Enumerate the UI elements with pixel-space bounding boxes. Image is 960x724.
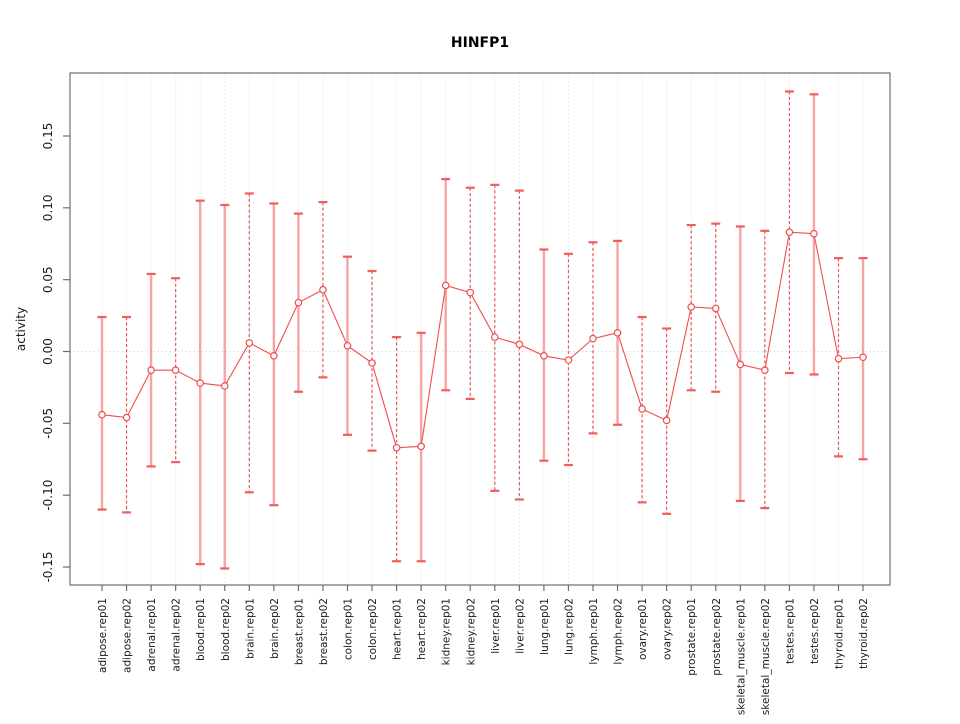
error-bar	[588, 241, 598, 435]
x-tick-label: adrenal.rep02	[171, 598, 183, 672]
x-tick-label: blood.rep02	[220, 598, 232, 661]
x-tick-label: adipose.rep02	[122, 598, 134, 673]
x-tick-label: blood.rep01	[195, 598, 207, 661]
data-point	[785, 228, 794, 237]
error-bar	[367, 269, 377, 452]
data-point	[343, 341, 352, 350]
x-tick-label: testes.rep02	[809, 598, 821, 664]
data-point	[294, 298, 303, 307]
data-point	[171, 366, 180, 374]
series-line	[101, 231, 864, 449]
data-point	[662, 416, 671, 425]
x-tick-label: adipose.rep01	[97, 598, 109, 673]
y-tick-label: 0.10	[41, 194, 55, 221]
x-tick-label: lung.rep02	[563, 598, 575, 655]
data-point	[466, 288, 475, 297]
error-bar	[244, 192, 254, 494]
data-point	[98, 410, 106, 419]
data-point	[122, 413, 131, 422]
x-tick-label: breast.rep02	[318, 598, 330, 665]
data-point	[196, 379, 205, 387]
x-tick-label: lung.rep01	[539, 598, 551, 655]
x-tick-label: ovary.rep02	[662, 598, 674, 660]
error-bar	[514, 189, 524, 501]
x-tick-label: heart.rep02	[416, 598, 428, 660]
plot-title: HINFP1	[451, 35, 509, 51]
plot-frame	[69, 72, 891, 586]
data-point	[540, 352, 548, 360]
data-point	[687, 303, 696, 311]
x-tick-label: skeletal_muscle.rep02	[760, 598, 772, 715]
x-tick-label: lymph.rep01	[588, 598, 600, 665]
x-tick-label: kidney.rep01	[441, 598, 453, 665]
x-tick-label: brain.rep01	[244, 598, 256, 659]
data-point	[564, 356, 573, 364]
data-point	[392, 443, 401, 452]
error-bar	[711, 222, 721, 393]
data-point	[859, 353, 867, 362]
y-axis-label: activity	[14, 307, 28, 351]
y-tick-label: 0.05	[41, 266, 55, 293]
data-point	[834, 354, 843, 363]
data-point	[589, 334, 597, 343]
x-tick-label: thyroid.rep02	[858, 598, 870, 669]
x-tick-label: liver.rep02	[514, 598, 526, 654]
y-tick-label: 0.00	[41, 338, 55, 365]
x-tick-label: heart.rep01	[392, 598, 404, 660]
axis-layer: 0.15 0.10 0.05 0.00 -0.05 -0.10 -0.15 adipose.r…	[41, 72, 891, 715]
error-bar	[760, 229, 770, 510]
y-tick-label: -0.05	[41, 408, 55, 439]
data-point	[245, 339, 254, 347]
data-point	[711, 304, 720, 313]
y-tick-label: 0.15	[41, 123, 55, 150]
data-point	[319, 285, 327, 294]
x-tick-label: colon.rep02	[367, 598, 379, 660]
data-point	[147, 366, 155, 374]
x-tick-label: ovary.rep01	[637, 598, 649, 660]
error-bar	[392, 336, 402, 563]
x-tick-label: prostate.rep01	[686, 598, 698, 676]
x-tick-label: adrenal.rep01	[146, 598, 158, 672]
x-tick-label: liver.rep01	[490, 598, 502, 654]
x-tick-label: colon.rep01	[343, 598, 355, 660]
data-point	[810, 229, 818, 238]
data-point	[761, 366, 769, 374]
data-point	[270, 352, 278, 360]
data-point	[736, 360, 745, 369]
x-tick-label: lymph.rep02	[613, 598, 625, 665]
data-point	[441, 281, 450, 290]
x-tick-label: kidney.rep02	[465, 598, 477, 665]
data-point	[515, 340, 524, 349]
x-tick-label: prostate.rep02	[711, 598, 723, 676]
data-point	[613, 329, 622, 337]
data-point	[220, 382, 229, 390]
data-point	[638, 405, 646, 413]
x-tick-label: testes.rep01	[784, 598, 796, 664]
error-bar-series	[97, 90, 868, 570]
x-tick-label: thyroid.rep01	[834, 598, 846, 669]
data-point	[368, 359, 376, 367]
x-tick-label: brain.rep02	[269, 598, 281, 659]
y-tick-label: -0.15	[41, 551, 55, 582]
x-tick-label: skeletal_muscle.rep01	[735, 598, 747, 715]
y-tick-label: -0.10	[41, 480, 55, 511]
data-point	[417, 442, 425, 451]
data-point	[490, 333, 499, 341]
x-tick-label: breast.rep01	[293, 598, 305, 665]
